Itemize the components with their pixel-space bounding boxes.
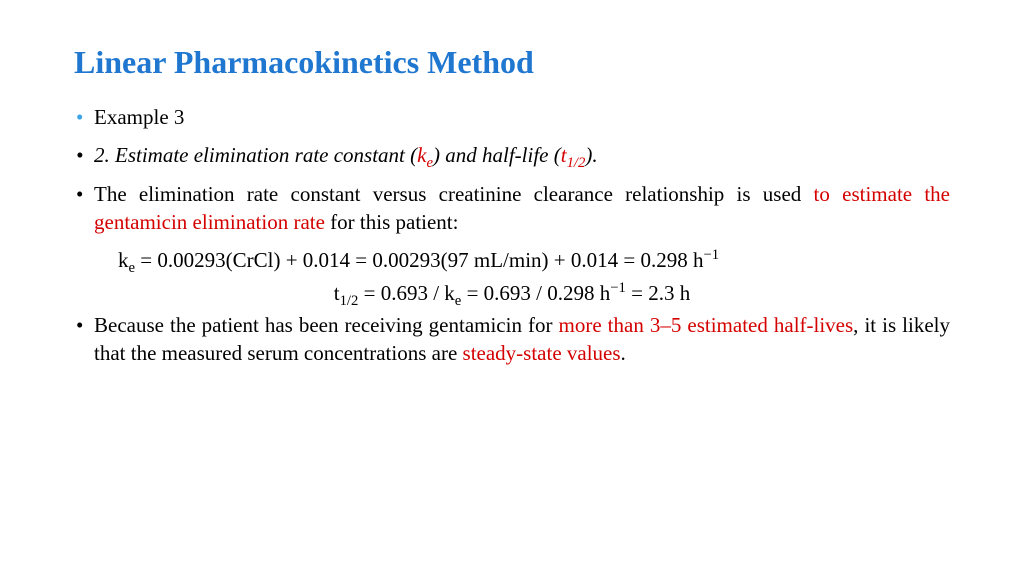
- eq2-tail: = 2.3 h: [626, 281, 690, 305]
- bullet-list: Example 3 2. Estimate elimination rate c…: [74, 103, 950, 236]
- step2-post: ).: [585, 143, 597, 167]
- step2-mid: ) and half-life (: [433, 143, 561, 167]
- eq1-exp: −1: [703, 247, 719, 263]
- eq2-mid1: = 0.693 / k: [358, 281, 454, 305]
- paragraph-2: Because the patient has been receiving g…: [74, 311, 950, 368]
- slide: Linear Pharmacokinetics Method Example 3…: [0, 0, 1024, 576]
- slide-title: Linear Pharmacokinetics Method: [74, 44, 950, 81]
- paragraph-1: The elimination rate constant versus cre…: [74, 180, 950, 237]
- ke-symbol: ke: [417, 143, 433, 167]
- equation-thalf: t1/2 = 0.693 / ke = 0.693 / 0.298 h−1 = …: [74, 279, 950, 307]
- step2-pre: Estimate elimination rate constant (: [115, 143, 417, 167]
- p2-hl1: more than 3–5 estimated half-lives: [559, 313, 854, 337]
- step2-lead: 2.: [94, 143, 115, 167]
- eq1-kebase: k: [118, 248, 129, 272]
- p2-a: Because the patient has been receiving g…: [94, 313, 559, 337]
- eq2-mid2: = 0.693 / 0.298 h: [461, 281, 610, 305]
- eq2-exp: −1: [610, 280, 626, 296]
- p1-b: for this patient:: [325, 210, 459, 234]
- p2-c: .: [621, 341, 626, 365]
- eq1-body: = 0.00293(CrCl) + 0.014 = 0.00293(97 mL/…: [135, 248, 703, 272]
- equation-ke: ke = 0.00293(CrCl) + 0.014 = 0.00293(97 …: [118, 246, 950, 274]
- p2-hl2: steady-state values: [463, 341, 621, 365]
- p1-a: The elimination rate constant versus cre…: [94, 182, 814, 206]
- thalf-symbol: t1/2: [561, 143, 586, 167]
- thalf-sub: 1/2: [567, 156, 586, 172]
- eq2-tsub: 1/2: [340, 293, 359, 309]
- bullet-list-2: Because the patient has been receiving g…: [74, 311, 950, 368]
- example-label: Example 3: [74, 103, 950, 131]
- step-2: 2. Estimate elimination rate constant (k…: [74, 141, 950, 169]
